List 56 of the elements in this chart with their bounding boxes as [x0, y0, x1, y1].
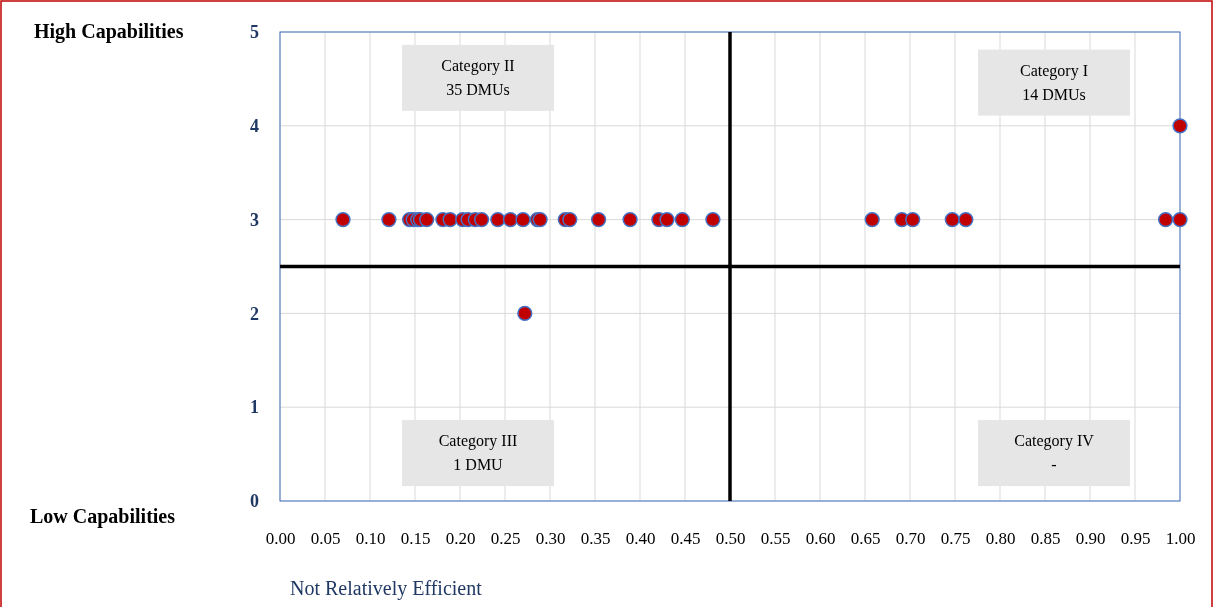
- x-tick-label: 0.50: [715, 529, 746, 549]
- point: [473, 211, 490, 228]
- point: [622, 211, 638, 228]
- x-tick-label: 0.95: [1120, 529, 1151, 549]
- point: [502, 211, 519, 228]
- x-tick-label: 0.70: [895, 529, 926, 549]
- x-tick-label: 0.80: [985, 529, 1016, 549]
- point: [335, 211, 351, 228]
- point: [1172, 118, 1188, 134]
- annotation: Category I 14 DMUs: [1020, 61, 1088, 103]
- point: [517, 305, 533, 322]
- y-tick-label: 1: [250, 397, 259, 418]
- point: [590, 211, 607, 228]
- x-tick-label: 0.75: [940, 529, 971, 549]
- x-tick-label: 0.05: [310, 529, 341, 549]
- x-tick-label: 0.10: [355, 529, 386, 549]
- y-tick-label: 0: [250, 491, 259, 512]
- point: [490, 211, 506, 228]
- point: [515, 211, 531, 228]
- x-tick-label: 0.85: [1030, 529, 1061, 549]
- y-tick-label: 5: [250, 22, 259, 43]
- annotation: Category II 35 DMUs: [441, 56, 515, 98]
- x-tick-label: 0.90: [1075, 529, 1106, 549]
- point: [705, 211, 721, 228]
- point: [958, 211, 974, 228]
- point: [442, 211, 458, 228]
- x-tick-label: 0.25: [490, 529, 521, 549]
- point: [419, 211, 435, 228]
- x-tick-label: 0.35: [580, 529, 611, 549]
- annotation: Category III 1 DMU: [438, 432, 518, 474]
- x-axis-title: Not Relatively Efficient: [290, 577, 483, 600]
- point: [1172, 211, 1188, 228]
- y-tick-label: 4: [250, 116, 259, 137]
- annotation: Category IV -: [1014, 432, 1095, 474]
- point: [944, 211, 960, 228]
- x-tick-label: 0.15: [400, 529, 431, 549]
- point: [659, 211, 675, 228]
- x-tick-label: 0.20: [445, 529, 476, 549]
- x-tick-label: 1.00: [1165, 529, 1196, 549]
- text: High Capabilities: [34, 20, 184, 43]
- point: [381, 211, 397, 228]
- point: [562, 211, 578, 228]
- x-tick-label: 0.60: [805, 529, 836, 549]
- x-tick-label: 0.65: [850, 529, 881, 549]
- y-tick-label: 2: [250, 303, 259, 324]
- text: Low Capabilities: [30, 505, 176, 528]
- point: [1157, 211, 1174, 228]
- x-tick-label: 0.55: [760, 529, 791, 549]
- x-tick-label: 0.45: [670, 529, 701, 549]
- x-tick-label: 0.30: [535, 529, 566, 549]
- point: [674, 211, 690, 228]
- x-tick-label: 0.00: [265, 529, 296, 549]
- y-tick-label: 3: [250, 209, 259, 230]
- x-tick-label: 0.40: [625, 529, 656, 549]
- point: [864, 211, 880, 228]
- point: [905, 211, 921, 228]
